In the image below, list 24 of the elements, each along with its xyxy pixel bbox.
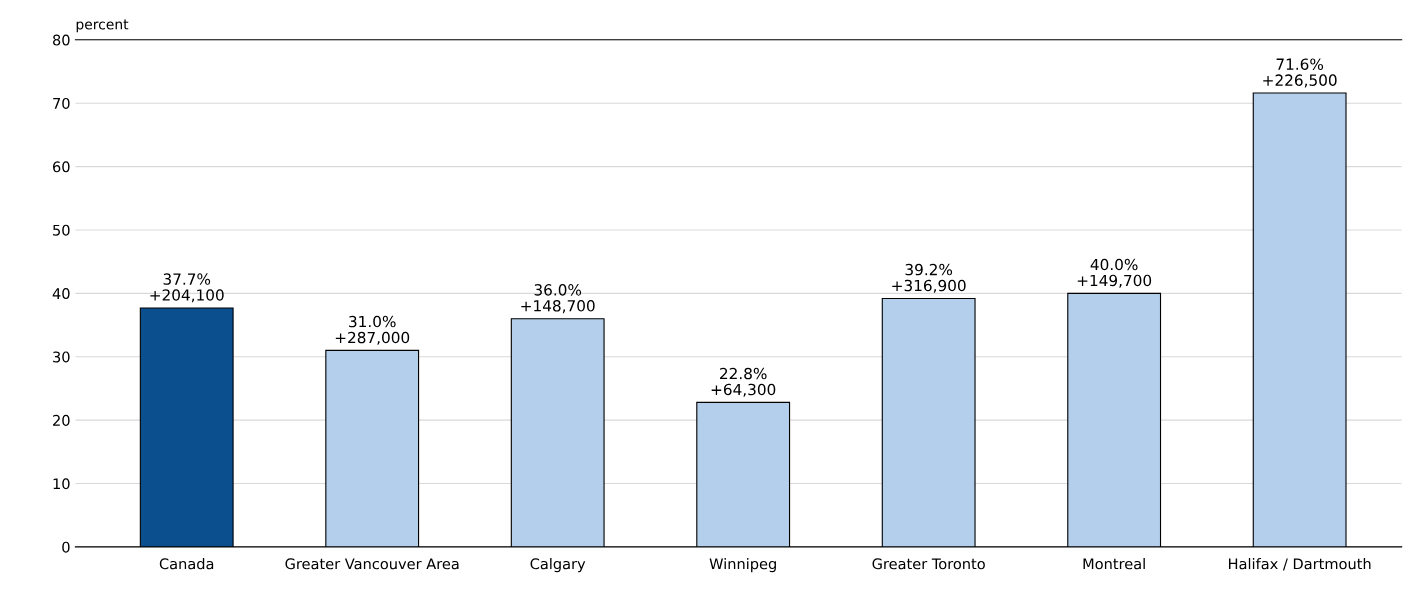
y-axis-title: percent bbox=[76, 19, 129, 33]
y-tick-label: 50 bbox=[53, 224, 70, 236]
y-tick-label: 70 bbox=[53, 97, 70, 109]
y-tick-label: 20 bbox=[53, 414, 70, 426]
x-tick-label: Canada bbox=[159, 558, 214, 570]
y-tick-label: 40 bbox=[52, 288, 70, 300]
data-label: 36.0% +148,700 bbox=[521, 284, 595, 314]
y-tick-label: 0 bbox=[62, 541, 70, 553]
y-tick-label: 10 bbox=[53, 478, 70, 490]
data-label: 40.0% +149,700 bbox=[1077, 258, 1152, 288]
data-label: 39.2% +316,900 bbox=[892, 263, 966, 293]
x-tick-label: Halifax / Dartmouth bbox=[1229, 558, 1371, 571]
data-label: 22.8% +64,300 bbox=[711, 367, 776, 397]
x-tick-label: Winnipeg bbox=[709, 558, 776, 573]
y-tick-label: 60 bbox=[53, 161, 70, 173]
data-label: 31.0% +287,000 bbox=[335, 315, 410, 345]
y-tick-label: 80 bbox=[52, 34, 70, 46]
y-tick-label: 30 bbox=[53, 351, 70, 363]
data-label: 71.6% +226,500 bbox=[1263, 58, 1337, 88]
x-tick-label: Greater Vancouver Area bbox=[285, 558, 459, 570]
x-tick-label: Calgary bbox=[530, 558, 586, 573]
data-label: 37.7% +204,100 bbox=[150, 273, 224, 303]
x-tick-label: Montreal bbox=[1083, 558, 1145, 570]
x-tick-label: Greater Toronto bbox=[872, 558, 985, 570]
